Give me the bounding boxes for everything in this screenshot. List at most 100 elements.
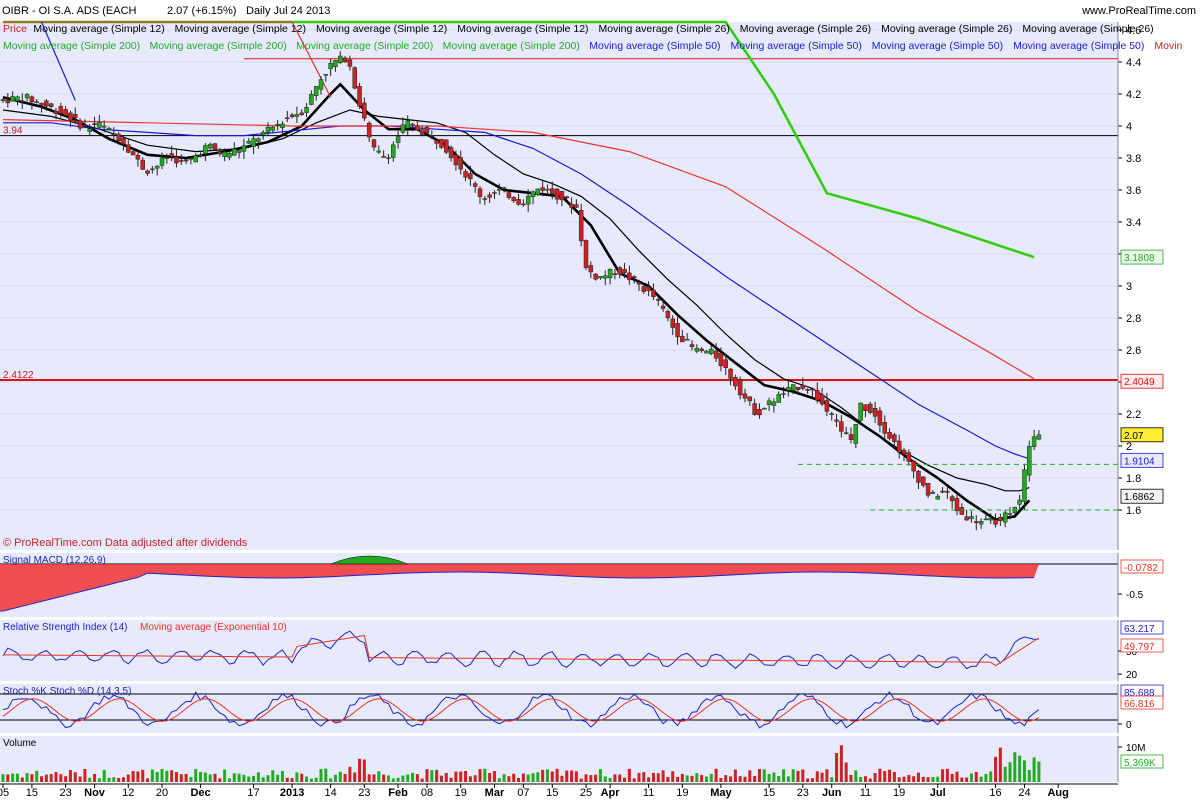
candle-body — [203, 145, 208, 154]
candlesticks — [0, 51, 1042, 531]
candle-body — [386, 157, 391, 159]
candle-body — [188, 158, 194, 160]
candle-body — [58, 106, 64, 114]
volume-bar — [907, 774, 911, 782]
stoch-panel[interactable] — [0, 684, 1118, 733]
volume-bar — [637, 772, 641, 782]
candle-body — [92, 123, 97, 125]
candle-body — [713, 350, 719, 359]
legend-item: Moving average (Simple 50) — [589, 40, 720, 52]
volume-bar — [598, 769, 602, 782]
legend-item: Moving average (Simple 12) — [33, 23, 164, 35]
y-tick-label: 4.4 — [1126, 57, 1141, 69]
legend-item: Moving average (Simple 200) — [443, 40, 580, 52]
x-tick-label: 11 — [860, 787, 871, 799]
x-tick-label: 11 — [643, 787, 654, 799]
candle-body — [810, 388, 815, 391]
volume-bar — [102, 769, 106, 782]
y-tick-label: 3.6 — [1126, 185, 1141, 197]
volume-bar — [690, 775, 694, 782]
volume-bars — [1, 745, 1041, 782]
volume-bar — [439, 775, 443, 782]
candle-body — [68, 112, 73, 122]
volume-bar — [878, 768, 882, 782]
y-tick-label: 4.2 — [1126, 89, 1141, 101]
candle-body — [834, 419, 839, 422]
volume-bar — [329, 778, 333, 782]
candle-body — [400, 124, 406, 133]
candle-body — [357, 85, 362, 107]
volume-bar — [401, 775, 405, 782]
rsi-ma-line — [3, 635, 1040, 667]
volume-bar — [305, 776, 309, 782]
macd-panel[interactable] — [0, 553, 1118, 617]
candle-body — [487, 194, 492, 198]
candle-body — [863, 404, 868, 412]
rsi-panel[interactable] — [0, 620, 1118, 681]
candle-body — [680, 335, 685, 343]
volume-bar — [295, 772, 299, 782]
candle-body — [559, 191, 565, 201]
candle-body — [294, 114, 300, 117]
y-tick-label: 2 — [1126, 441, 1132, 453]
candle-body — [892, 434, 897, 443]
candle-body — [578, 210, 584, 242]
volume-bar — [1037, 761, 1041, 782]
candle-body — [521, 203, 526, 206]
volume-bar — [256, 772, 260, 782]
volume-bar — [449, 777, 453, 782]
value-tag-text: 2.4049 — [1124, 377, 1155, 388]
candle-body — [733, 377, 738, 387]
candle-body — [631, 276, 637, 279]
volume-bar — [743, 776, 747, 782]
level-label: 2.4122 — [3, 370, 34, 381]
macd-label: Signal MACD (12,26,9) — [3, 555, 106, 566]
candle-body — [988, 518, 993, 521]
candle-body — [458, 157, 463, 170]
volume-bar — [174, 772, 178, 782]
candle-body — [333, 60, 338, 67]
indicator-legend: Price Moving average (Simple 12) Moving av… — [3, 23, 1183, 52]
value-tag-text: 3.1808 — [1124, 253, 1155, 264]
volume-bar — [324, 768, 328, 782]
volume-bar — [536, 772, 540, 782]
candle-body — [429, 135, 435, 137]
volume-bar — [1008, 762, 1012, 782]
period-label: Daily Jul 24 2013 — [246, 5, 330, 17]
volume-bar — [888, 769, 892, 782]
volume-bar — [343, 773, 347, 782]
candle-body — [675, 323, 680, 338]
volume-bar — [570, 770, 574, 782]
candle-body — [762, 407, 767, 410]
candle-body — [106, 127, 112, 131]
volume-bar — [386, 775, 390, 782]
x-tick-label: 19 — [676, 787, 688, 799]
value-tag — [1120, 249, 1164, 265]
candle-body — [651, 289, 656, 298]
volume-bar — [526, 774, 530, 782]
horizontal-levels: 3.94 2.4122 — [0, 58, 1118, 382]
x-tick-label: 24 — [1018, 787, 1030, 799]
moving-average-line — [40, 21, 76, 101]
y-tick-label: 3.4 — [1126, 217, 1141, 229]
volume-bar — [926, 777, 930, 782]
volume-bar — [170, 770, 174, 782]
x-tick-label: 23 — [797, 787, 809, 799]
candle-body — [790, 384, 796, 391]
candle-body — [82, 125, 88, 127]
volume-bar — [921, 776, 925, 782]
volume-bar — [227, 778, 231, 782]
level-label: 3.94 — [3, 126, 23, 137]
candle-body — [737, 379, 743, 396]
x-tick-label: 25 — [580, 787, 592, 799]
candle-body — [771, 401, 777, 406]
volume-bar — [362, 759, 366, 782]
legend-item: Moving average (Simple 200) — [296, 40, 433, 52]
legend-item: Movin — [1154, 40, 1182, 52]
brand-text[interactable]: www.ProRealTime.com — [1081, 5, 1196, 17]
volume-bar — [632, 778, 636, 782]
volume-bar — [1022, 760, 1026, 782]
x-tick-label: 20 — [156, 787, 168, 799]
volume-bar — [483, 768, 487, 782]
candle-body — [289, 114, 295, 117]
